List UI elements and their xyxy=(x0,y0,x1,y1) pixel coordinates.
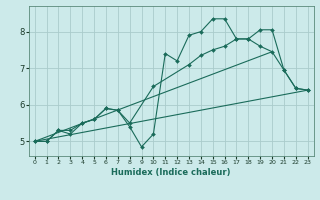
X-axis label: Humidex (Indice chaleur): Humidex (Indice chaleur) xyxy=(111,168,231,177)
